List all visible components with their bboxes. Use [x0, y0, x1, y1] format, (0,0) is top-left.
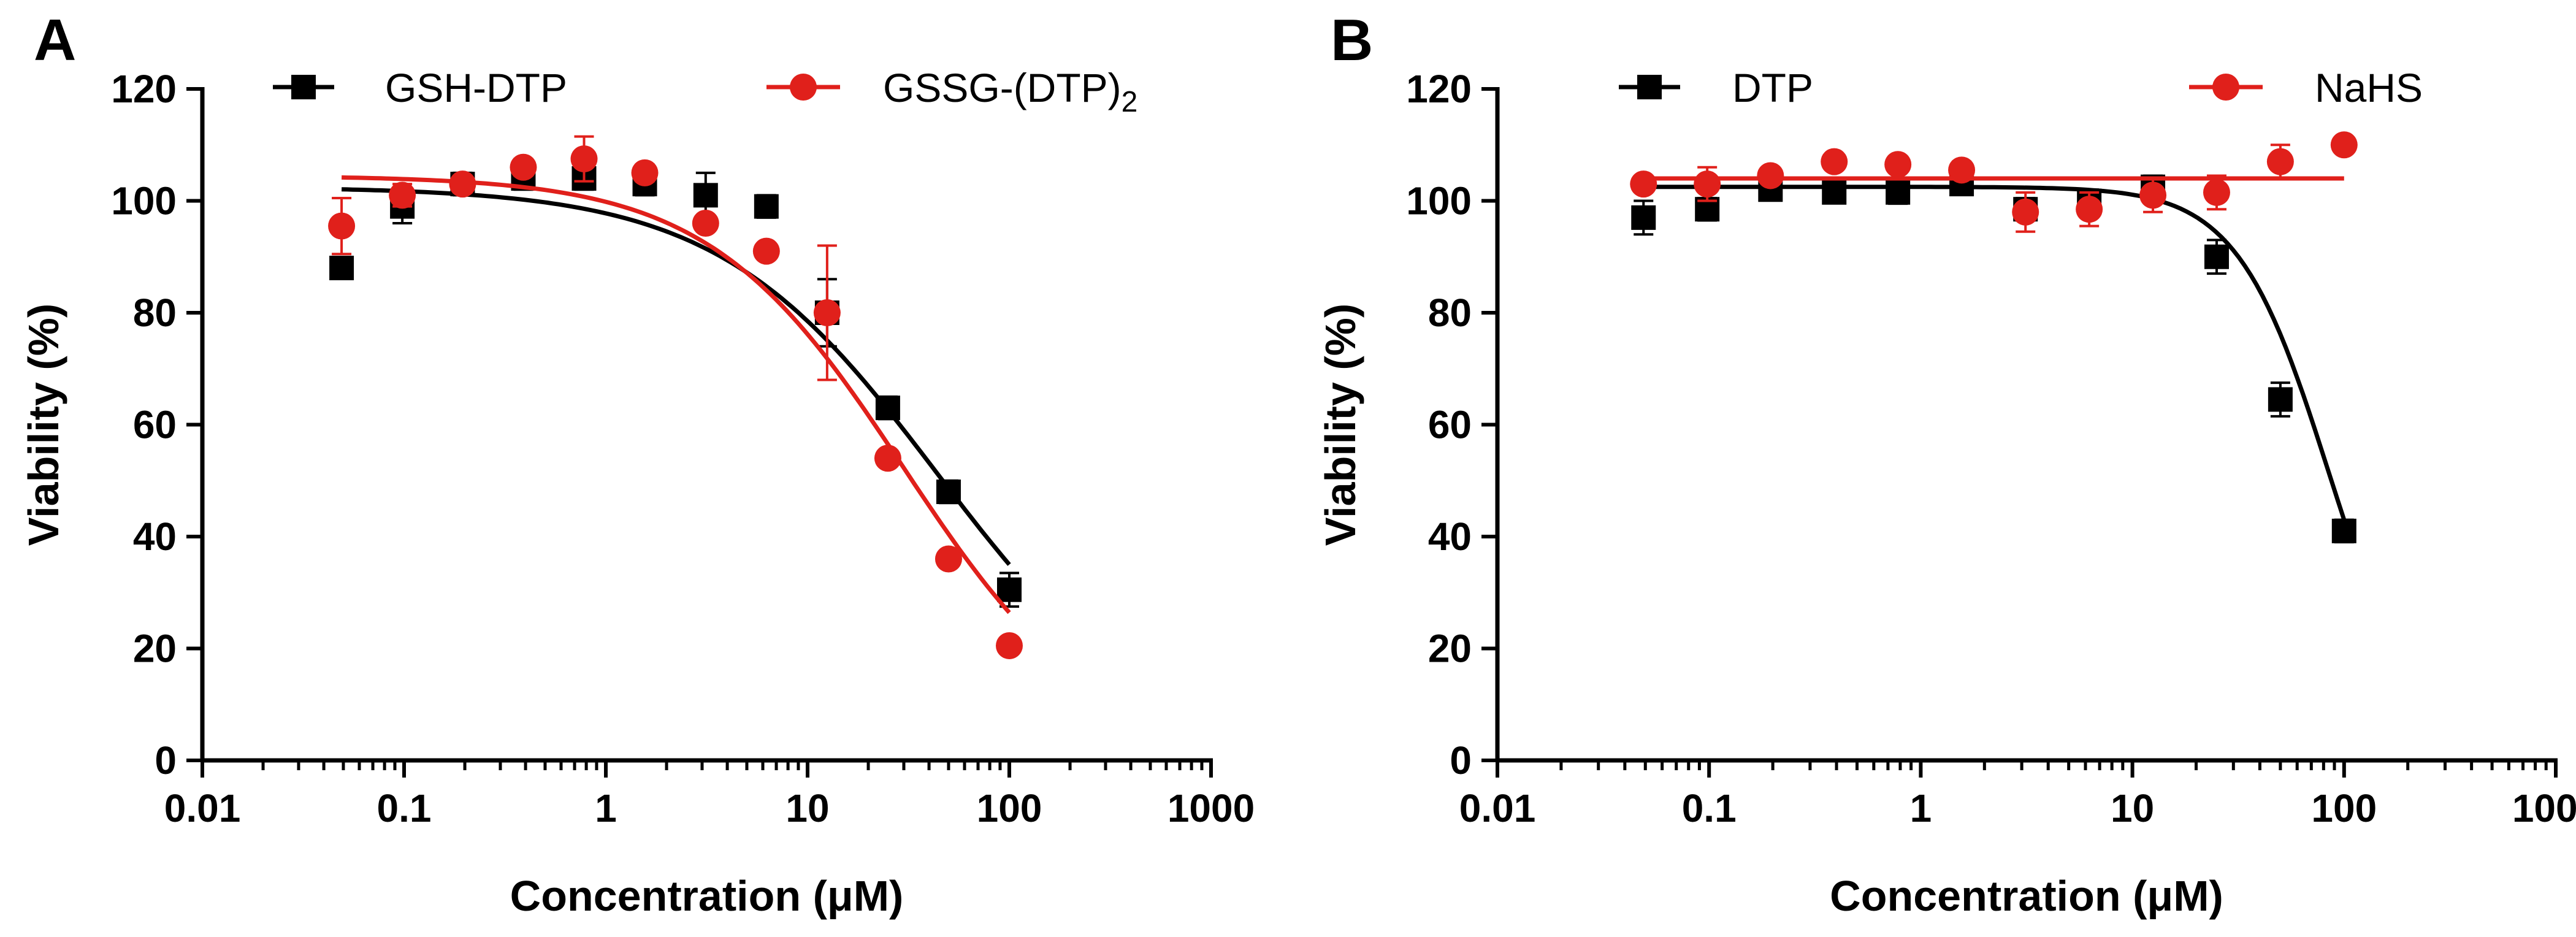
data-point: [2331, 518, 2356, 543]
legend-label-text: DTP: [1732, 65, 1813, 110]
y-tick-label: 100: [1406, 179, 1472, 223]
data-point: [2076, 196, 2103, 223]
x-tick-label: 0.1: [377, 786, 432, 830]
data-point: [875, 396, 900, 421]
data-point: [1886, 180, 1911, 205]
x-tick-label: 10: [2111, 786, 2154, 830]
x-tick-label: 100: [977, 786, 1042, 830]
x-axis-title: Concentration (μM): [1830, 872, 2223, 920]
data-point: [934, 545, 962, 573]
data-point: [2203, 178, 2230, 206]
data-point: [2139, 182, 2167, 209]
data-point: [2330, 131, 2358, 159]
y-axis-title: Viability (%): [1317, 304, 1364, 546]
x-tick-label: 100: [2311, 786, 2377, 830]
data-point: [813, 299, 841, 326]
data-point: [997, 577, 1022, 602]
data-point: [2268, 387, 2293, 412]
legend-label: NaHS: [2315, 65, 2423, 110]
y-tick-label: 120: [1406, 67, 1472, 111]
x-tick-label: 1000: [1168, 786, 1255, 830]
legend-label: DTP: [1732, 65, 1813, 110]
data-point: [936, 480, 961, 504]
data-point: [1822, 180, 1847, 205]
data-point: [1821, 148, 1848, 175]
data-point: [1630, 170, 1657, 198]
y-tick-label: 20: [133, 627, 177, 671]
y-tick-label: 40: [133, 514, 177, 559]
x-tick-label: 0.01: [164, 786, 241, 830]
y-tick-label: 0: [155, 738, 177, 782]
y-tick-label: 20: [1428, 627, 1472, 671]
legend-marker: [291, 75, 316, 99]
data-point: [1884, 151, 1912, 178]
legend-label-text: GSSG-(DTP): [883, 65, 1122, 110]
data-point: [449, 170, 476, 198]
data-point: [1757, 162, 1784, 189]
legend-label-text: GSH-DTP: [385, 65, 567, 110]
data-point: [996, 632, 1023, 659]
y-tick-label: 100: [111, 179, 177, 223]
data-point: [328, 212, 356, 240]
x-tick-label: 1000: [2512, 786, 2576, 830]
data-point: [1694, 170, 1721, 198]
x-tick-label: 0.1: [1682, 786, 1737, 830]
y-tick-label: 60: [133, 403, 177, 447]
legend-label-subscript: 2: [1122, 86, 1138, 118]
data-point: [2012, 198, 2039, 226]
panel-b: B 0 20 40 60 80 100 120 0.01 0.1 1 10 100 1000 Concent…: [1317, 7, 2576, 920]
data-point: [754, 194, 779, 219]
data-point: [510, 153, 537, 181]
data-point: [570, 145, 598, 173]
data-point: [2266, 148, 2294, 175]
y-tick-label: 0: [1450, 738, 1472, 782]
legend-marker: [790, 74, 817, 101]
x-tick-label: 0.01: [1459, 786, 1536, 830]
data-point: [329, 256, 354, 280]
x-axis-title: Concentration (μM): [510, 872, 904, 920]
legend-marker: [1637, 75, 1662, 99]
data-point: [693, 183, 718, 208]
data-point: [1948, 156, 1976, 184]
panel-letter: B: [1331, 7, 1373, 73]
panel-letter: A: [34, 7, 76, 73]
y-tick-label: 80: [1428, 291, 1472, 335]
data-point: [2204, 244, 2229, 269]
data-point: [874, 445, 901, 472]
x-tick-label: 1: [1910, 786, 1932, 830]
x-tick-label: 10: [785, 786, 829, 830]
y-axis-title: Viability (%): [20, 304, 67, 546]
data-point: [1631, 205, 1656, 230]
data-point: [389, 182, 416, 209]
legend-marker: [2212, 74, 2239, 101]
y-tick-label: 80: [133, 291, 177, 335]
legend-label: GSSG-(DTP)2: [883, 65, 1137, 118]
y-tick-label: 120: [111, 67, 177, 111]
y-tick-label: 40: [1428, 514, 1472, 559]
legend-label: GSH-DTP: [385, 65, 567, 110]
data-point: [692, 210, 719, 237]
panel-a: A 0 20 40 60 80 100 120 0.01 0.1 1 10 100 1000 Concent…: [20, 7, 1255, 920]
x-tick-label: 1: [595, 786, 617, 830]
legend-label-text: NaHS: [2315, 65, 2423, 110]
y-tick-label: 60: [1428, 403, 1472, 447]
data-point: [631, 159, 659, 186]
data-point: [752, 237, 780, 265]
